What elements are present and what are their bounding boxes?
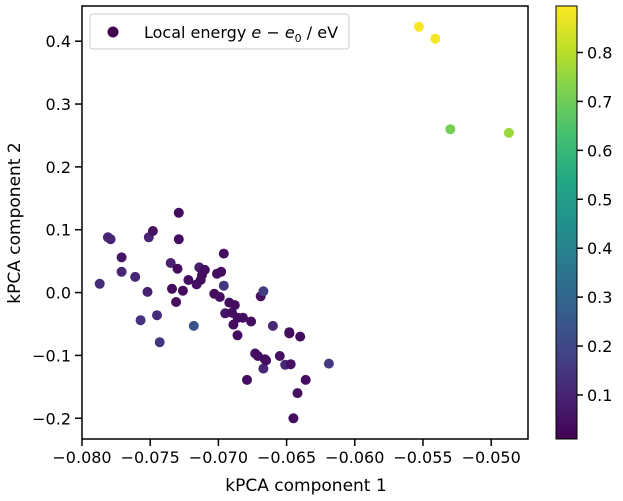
data-point [173,234,184,245]
data-point [183,275,194,285]
legend-label: Local energy e − e0 / eV [144,23,338,45]
data-point [229,300,240,311]
data-point [216,266,227,277]
data-point [135,315,146,326]
y-tick-label: −0.1 [32,346,71,365]
x-tick-label: −0.070 [189,448,248,467]
y-tick-label: 0.2 [46,158,71,177]
data-point [267,320,278,331]
x-tick-label: −0.065 [257,448,316,467]
y-axis-label: kPCA component 2 [5,142,25,303]
legend-box [89,13,350,50]
colorbar-ticks: 0.1 0.2 0.3 0.4 0.5 0.6 0.7 0.8 [577,43,612,405]
data-point [323,358,334,369]
data-point [199,264,210,275]
data-point [285,359,296,370]
x-tick-label: −0.055 [393,448,452,467]
colorbar-tick-label: 0.2 [587,337,612,356]
data-point [445,124,456,135]
data-point [430,33,441,44]
colorbar-tick-label: 0.3 [587,288,612,307]
data-point [105,234,116,245]
data-point [116,252,127,263]
data-point [165,258,176,268]
colorbar-tick-label: 0.8 [587,43,612,62]
data-point [258,286,269,297]
data-point [154,337,165,348]
data-point [246,316,257,327]
data-point [167,283,177,294]
scatter-points [94,21,514,424]
data-point [274,351,285,361]
data-point [94,278,105,289]
y-tick-label: −0.2 [32,409,71,428]
data-point [152,310,162,321]
data-point [295,331,306,342]
data-point [172,263,183,274]
data-point [177,285,188,296]
data-point [261,355,272,366]
colorbar-tick-label: 0.5 [587,190,612,209]
colorbar-tick-label: 0.7 [587,92,612,111]
plot-frame [81,5,529,440]
data-point [218,280,229,291]
colorbar-tick-label: 0.4 [587,239,612,258]
x-tick-label: −0.075 [121,448,180,467]
y-tick-label: 0.4 [46,32,71,51]
x-tick-label: −0.050 [462,448,521,467]
data-point [116,266,127,277]
legend: Local energy e − e0 / eV [89,13,350,50]
data-point [292,388,303,399]
data-point [142,286,153,297]
x-axis-label: kPCA component 1 [225,476,386,496]
y-tick-label: 0.1 [46,221,71,240]
x-tick-label: −0.060 [325,448,384,467]
data-point [242,374,252,385]
data-point [288,413,299,424]
colorbar: 0.1 0.2 0.3 0.4 0.5 0.6 0.7 0.8 [555,5,612,440]
y-tick-label: 0.3 [46,95,71,114]
data-point [218,248,229,259]
y-tick-label: 0.0 [46,284,71,303]
data-point [503,127,514,138]
x-axis-ticks: −0.080 −0.075 −0.070 −0.065 −0.060 −0.055 −0.0… [52,439,521,467]
colorbar-tick-label: 0.1 [587,386,612,405]
data-point [284,327,295,338]
data-point [171,297,182,307]
data-point [232,330,243,341]
data-point [188,320,199,331]
data-point [258,363,269,374]
colorbar-gradient [555,5,578,440]
colorbar-tick-label: 0.6 [587,141,612,160]
data-point [147,226,158,236]
data-point [413,21,424,32]
x-tick-label: −0.080 [52,448,111,467]
data-point [237,312,248,323]
data-point [130,271,141,282]
data-point [173,207,184,218]
data-point [214,292,225,302]
data-point [300,374,311,385]
legend-marker [107,26,119,38]
y-axis-ticks: −0.2 −0.1 0.0 0.1 0.2 0.3 0.4 [32,32,82,428]
